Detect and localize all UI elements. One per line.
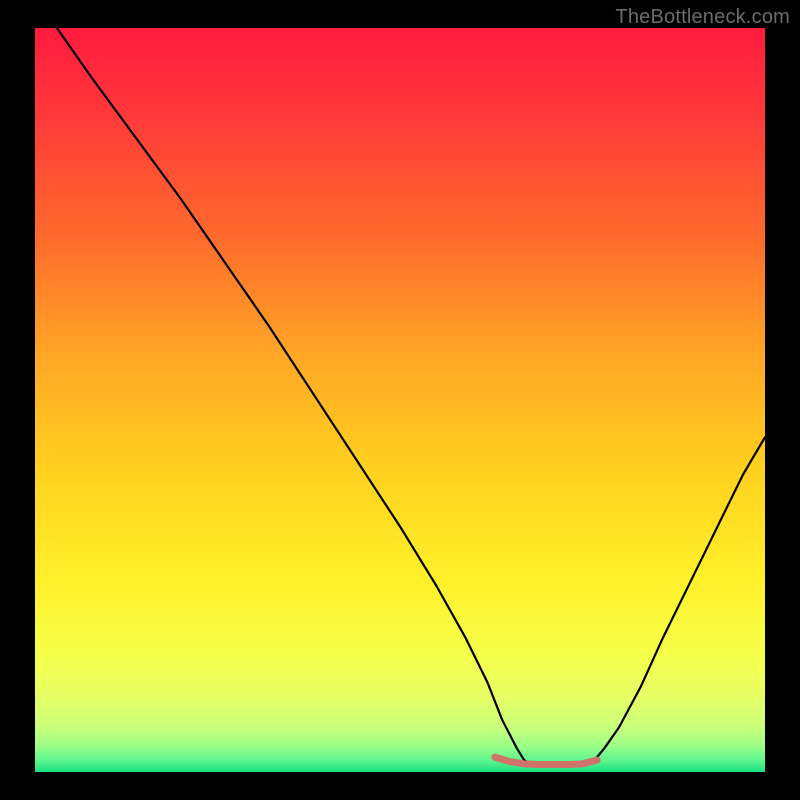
bottleneck-chart-svg bbox=[0, 0, 800, 800]
watermark-text: TheBottleneck.com bbox=[615, 6, 790, 29]
chart-canvas: TheBottleneck.com bbox=[0, 0, 800, 800]
plot-background-gradient bbox=[35, 28, 765, 772]
